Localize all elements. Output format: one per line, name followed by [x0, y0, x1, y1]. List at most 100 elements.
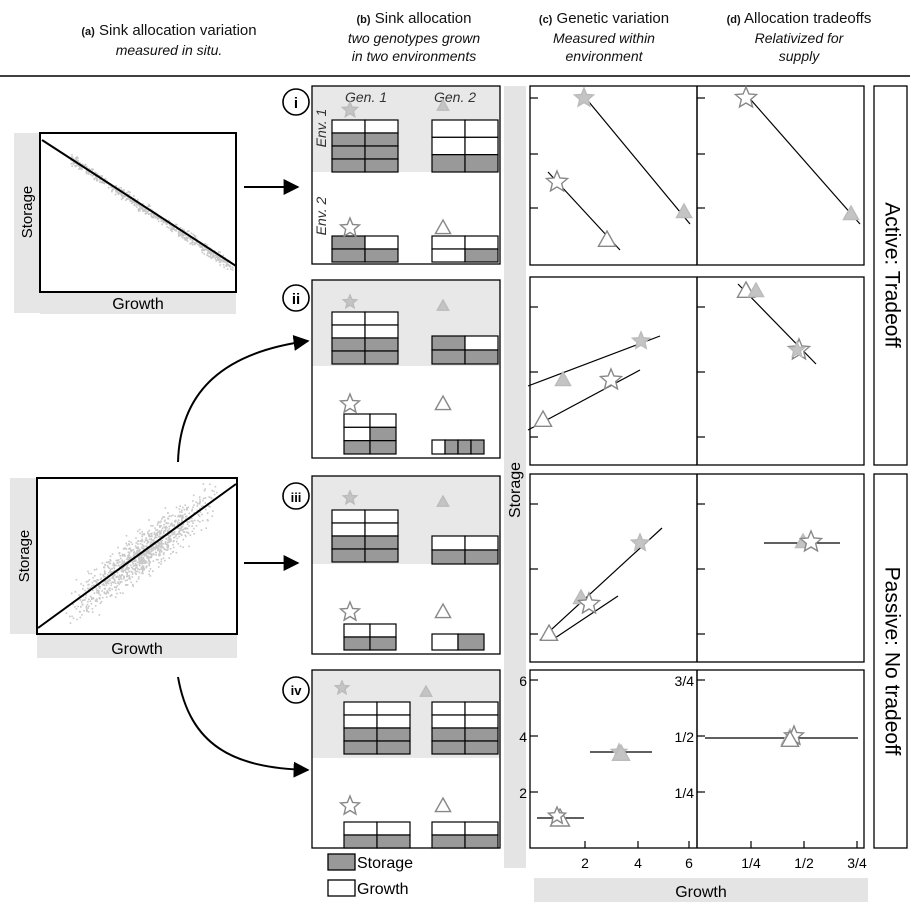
- scatter-point: [133, 568, 135, 570]
- scatter-point: [148, 573, 150, 576]
- scatter-point: [82, 588, 84, 590]
- scatter-point: [119, 561, 121, 563]
- scatter-point: [96, 178, 98, 181]
- a-top-ylabel: Storage: [19, 186, 36, 239]
- scatter-point: [86, 165, 88, 168]
- scatter-point: [180, 235, 183, 237]
- scatter-point: [179, 516, 181, 518]
- header-d-subtitle-2: supply: [778, 48, 820, 64]
- open-star-marker: [338, 600, 362, 622]
- scatter-point: [188, 545, 190, 548]
- scatter-point: [101, 584, 104, 586]
- scatter-point: [158, 530, 161, 532]
- scatter-point: [101, 176, 103, 178]
- scatter-point: [162, 221, 165, 224]
- scatter-point: [150, 538, 152, 540]
- scatter-point: [94, 580, 97, 582]
- scatter-point: [152, 216, 154, 219]
- scatter-point: [151, 542, 154, 544]
- scatter-point: [143, 541, 146, 543]
- row-label-ii: ii: [292, 291, 300, 308]
- scatter-point: [168, 557, 170, 559]
- side-active-frame: [873, 85, 908, 466]
- scatter-point: [216, 491, 218, 494]
- storage-cell: [364, 145, 399, 160]
- scatter-point: [121, 561, 124, 563]
- scatter-point: [117, 561, 120, 564]
- scatter-point: [127, 554, 130, 557]
- scatter-point: [180, 233, 183, 236]
- scatter-point: [84, 599, 86, 601]
- scatter-point: [154, 547, 157, 550]
- scatter-point: [128, 544, 130, 546]
- scatter-point: [113, 578, 116, 581]
- scatter-point: [91, 581, 94, 584]
- c-ytick-2: 2: [519, 785, 527, 801]
- scatter-point: [104, 580, 107, 582]
- scatter-point: [142, 208, 144, 211]
- scatter-point: [171, 225, 173, 227]
- scatter-point: [135, 552, 137, 554]
- scatter-point: [206, 244, 208, 246]
- header-b-subtitle-1: two genotypes grown: [347, 30, 481, 46]
- scatter-point: [164, 507, 167, 509]
- scatter-point: [199, 498, 201, 501]
- scatter-point: [173, 226, 175, 229]
- scatter-point: [196, 509, 199, 512]
- scatter-point: [153, 547, 155, 549]
- scatter-point: [199, 521, 201, 523]
- scatter-point: [218, 261, 221, 264]
- scatter-point: [123, 189, 125, 191]
- scatter-point: [93, 580, 95, 582]
- scatter-point: [95, 568, 98, 571]
- scatter-point: [181, 232, 183, 235]
- scatter-point: [135, 542, 138, 544]
- header-d-subtitle-1: Relativized for: [754, 30, 844, 46]
- scatter-point: [150, 525, 152, 527]
- scatter-point: [183, 508, 186, 511]
- storage-cell: [431, 727, 466, 742]
- scatter-point: [149, 551, 152, 553]
- scatter-point: [130, 541, 132, 543]
- scatter-point: [150, 532, 153, 535]
- scatter-point: [131, 561, 133, 563]
- scatter-point: [117, 546, 119, 549]
- scatter-point: [147, 549, 149, 551]
- scatter-point: [98, 587, 101, 590]
- storage-cell: [364, 350, 399, 365]
- scatter-point: [219, 259, 221, 262]
- scatter-point: [133, 203, 136, 206]
- scatter-point: [92, 174, 95, 176]
- storage-cell: [444, 439, 459, 455]
- scatter-point: [104, 571, 106, 573]
- scatter-point: [162, 543, 165, 545]
- a-bot-ylabel: Storage: [16, 530, 33, 583]
- scatter-point: [85, 594, 87, 596]
- scatter-point: [152, 549, 154, 552]
- scatter-point: [154, 527, 156, 529]
- growth-cell: [364, 522, 399, 537]
- scatter-point: [198, 245, 201, 247]
- scatter-point: [150, 555, 152, 558]
- scatter-point: [134, 564, 137, 567]
- scatter-point: [169, 548, 172, 550]
- scatter-point: [112, 574, 114, 576]
- scatter-point: [104, 564, 107, 567]
- scatter-point: [148, 562, 150, 565]
- scatter-point: [71, 154, 73, 156]
- scatter-point: [125, 548, 128, 551]
- scatter-point: [188, 512, 191, 515]
- scatter-point: [100, 578, 102, 581]
- side-active-label: Active: Tradeoff: [880, 202, 903, 348]
- scatter-point: [138, 563, 141, 565]
- scatter-point: [108, 588, 110, 590]
- scatter-point: [153, 553, 155, 556]
- scatter-point: [127, 197, 129, 199]
- scatter-point: [76, 159, 78, 162]
- scatter-point: [104, 178, 107, 180]
- scatter-point: [158, 550, 161, 552]
- scatter-point: [115, 185, 118, 187]
- open-star-marker: [798, 529, 824, 553]
- scatter-point: [157, 558, 159, 561]
- scatter-point: [147, 552, 149, 554]
